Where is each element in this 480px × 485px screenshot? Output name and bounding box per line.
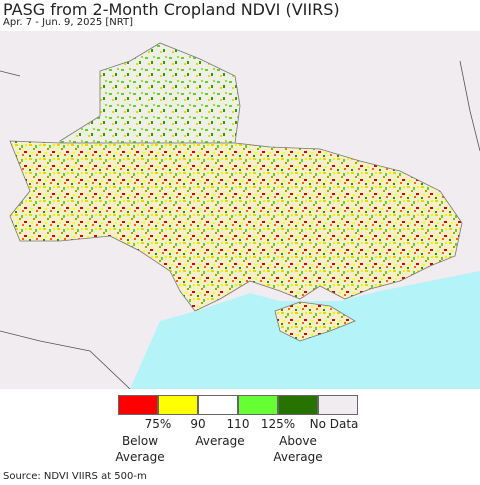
legend-no-data: No Data bbox=[309, 417, 359, 431]
legend-swatch bbox=[198, 395, 238, 415]
peninsula bbox=[274, 301, 356, 342]
legend-swatch bbox=[238, 395, 278, 415]
country bbox=[9, 140, 463, 312]
border bbox=[0, 60, 480, 389]
legend-swatch bbox=[158, 395, 198, 415]
title: PASG from 2-Month Cropland NDVI (VIIRS) bbox=[3, 0, 340, 19]
legend-tick: 110 bbox=[226, 417, 250, 431]
legend-category: Below Average bbox=[115, 434, 165, 464]
source: Source: NDVI VIIRS at 500-m bbox=[3, 471, 147, 482]
map bbox=[0, 31, 480, 389]
legend-tick: 90 bbox=[190, 417, 206, 431]
legend-swatch bbox=[318, 395, 358, 415]
legend-swatch bbox=[278, 395, 318, 415]
legend-tick: 125% bbox=[260, 417, 296, 431]
legend-category: Above Average bbox=[273, 434, 323, 464]
legend-tick: 75% bbox=[144, 417, 172, 431]
legend-category: Average bbox=[195, 434, 245, 448]
legend-swatch bbox=[118, 395, 158, 415]
subtitle: Apr. 7 - Jun. 9, 2025 [NRT] bbox=[3, 17, 134, 28]
